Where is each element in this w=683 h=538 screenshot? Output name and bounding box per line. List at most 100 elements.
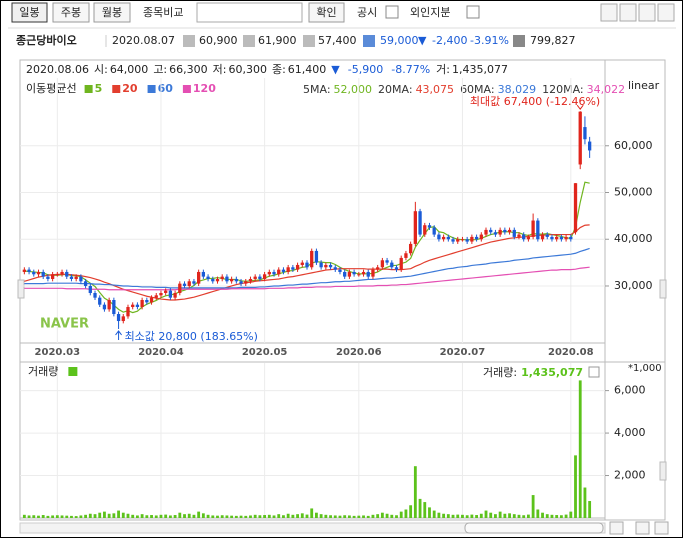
tool-icon[interactable] [619, 3, 637, 22]
tool-icon[interactable] [600, 3, 618, 22]
info-icon [513, 35, 525, 47]
header-label: 시: [94, 63, 108, 76]
candle-body [182, 283, 187, 286]
checkbox[interactable] [466, 5, 480, 19]
volume-bar [550, 514, 554, 518]
volume-bar [385, 513, 389, 518]
panel-handle[interactable] [659, 279, 667, 299]
stock-name: 종근당바이오 [16, 33, 77, 47]
volume-bar [329, 515, 332, 518]
panel-handle[interactable] [659, 461, 667, 481]
volume-bar [183, 514, 186, 518]
y-tick-label: 40,000 [614, 232, 653, 245]
candle-body [380, 260, 385, 268]
y-tick-label: 2,000 [614, 469, 646, 482]
button-label[interactable]: 월봉 [102, 6, 122, 19]
volume-bar [74, 516, 78, 518]
header-label: 종: [272, 63, 286, 76]
confirm-button[interactable] [308, 2, 345, 23]
info-icon [243, 35, 255, 47]
candle-body [197, 271, 201, 284]
header-value: 61,400 [288, 63, 327, 76]
x-tick-label: 2020.07 [440, 347, 486, 358]
candle-body [154, 295, 158, 298]
volume-bar [508, 513, 511, 518]
volume-bar [399, 511, 403, 518]
candle-body [371, 269, 375, 277]
header-value: 64,000 [110, 63, 149, 76]
day-button[interactable] [11, 2, 48, 23]
info-icon [363, 35, 375, 47]
candle-body [437, 234, 441, 240]
zoom-in[interactable] [609, 521, 624, 535]
header-value: 60,300 [228, 63, 267, 76]
legend-swatch [147, 85, 156, 93]
button-label[interactable]: 일봉 [19, 5, 39, 19]
header-volume: 1,435,077 [452, 63, 508, 76]
volume-bar [51, 515, 55, 518]
candle-body [286, 267, 290, 272]
volume-bar [121, 512, 125, 518]
volume-bar [253, 514, 257, 518]
volume-bar [211, 515, 215, 518]
volume-bar [324, 514, 328, 518]
reset[interactable] [654, 521, 669, 535]
candle-body [465, 239, 469, 242]
candle-body [503, 229, 507, 233]
header-arrow: ▼ [331, 63, 340, 76]
button-label[interactable]: 주봉 [61, 6, 81, 19]
volume-bar [225, 515, 229, 518]
candle-body [258, 276, 262, 279]
candle-body [408, 243, 413, 254]
volume-bar [578, 380, 582, 518]
volume-bar [178, 512, 182, 518]
candle-body [423, 225, 427, 235]
candle-body [399, 257, 403, 270]
candle-body [545, 234, 549, 237]
candle-body [93, 292, 97, 298]
scroll-thumb[interactable] [464, 522, 604, 534]
volume-bar [296, 514, 299, 518]
volume-bar [479, 513, 483, 518]
candle-body [272, 271, 276, 275]
volume-bar [390, 514, 394, 518]
tool-icon[interactable] [657, 3, 675, 22]
volume-bar [451, 514, 455, 518]
volume-bar [333, 515, 337, 518]
min-annotation: 최소값 20,800 (183.65%) [125, 330, 258, 343]
candle-body [22, 269, 27, 272]
panel-handle[interactable] [17, 279, 25, 299]
candle-body [187, 281, 191, 286]
tool-icon[interactable] [638, 3, 656, 22]
candle-body [310, 250, 314, 268]
candle-body [573, 183, 578, 233]
header-change: -5,900 [348, 63, 383, 76]
candle-body [225, 276, 229, 282]
scroll-track[interactable] [19, 522, 606, 534]
volume-bar [545, 514, 549, 518]
close-box[interactable] [588, 366, 600, 378]
volume-bar [201, 513, 205, 518]
zoom-out[interactable] [635, 521, 650, 535]
volume-bar [347, 515, 351, 518]
volume-bar [413, 466, 417, 518]
candle-body [489, 229, 493, 233]
volume-bar [574, 455, 577, 518]
volume-bar [503, 513, 507, 518]
candle-body [32, 271, 36, 275]
volume-bar [84, 514, 88, 518]
button-label[interactable]: 확인 [316, 6, 336, 19]
week-button[interactable] [52, 2, 90, 23]
volume-bar [249, 515, 252, 518]
compare-input[interactable] [196, 2, 303, 23]
volume-bar [555, 515, 559, 518]
volume-bar [164, 514, 168, 518]
checkbox[interactable] [385, 5, 399, 19]
volume-bar [37, 515, 40, 518]
volume-bar [46, 515, 50, 518]
legend-title: 이동평균선 [26, 82, 77, 95]
candle-body [484, 229, 488, 235]
candle-body [116, 314, 121, 322]
month-button[interactable] [93, 2, 131, 23]
candle-body [366, 271, 370, 277]
